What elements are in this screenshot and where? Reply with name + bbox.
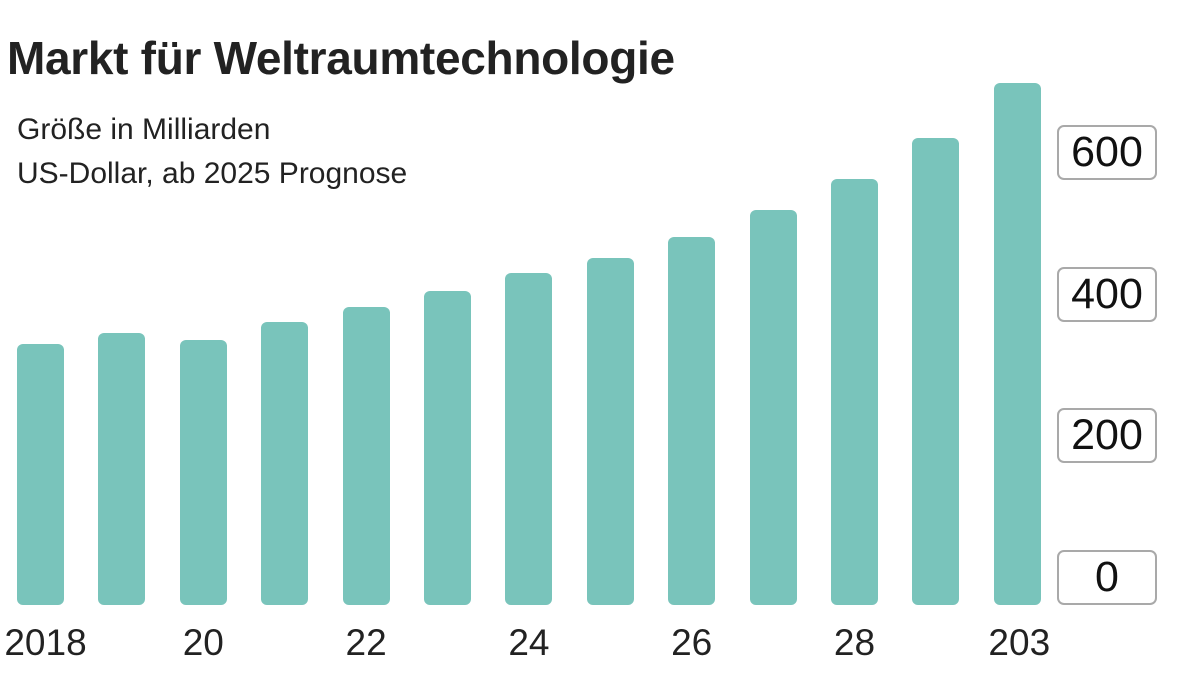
bar-2023	[424, 291, 471, 605]
x-tick-label: 28	[833, 622, 876, 663]
subtitle-line-1: Größe in Milliarden	[17, 113, 271, 146]
x-tick-label: 22	[345, 622, 387, 663]
chart-title: Markt für Weltraumtechnologie	[7, 32, 675, 84]
y-tick-label: 0	[1057, 550, 1157, 605]
y-tick-label: 600	[1057, 125, 1157, 180]
bar-2029	[912, 137, 960, 605]
bar-2020	[179, 340, 227, 605]
y-tick-label: 200	[1057, 408, 1157, 464]
x-tick-label: 24	[508, 622, 550, 663]
bar-2024	[505, 272, 553, 605]
bar-2021	[261, 321, 309, 605]
subtitle-line-2: US-Dollar, ab 2025 Prognose	[17, 157, 408, 190]
bar-2028	[831, 178, 878, 605]
bar-2027	[749, 209, 797, 605]
x-tick-label: 26	[671, 622, 713, 663]
x-tick-label: 20	[182, 622, 224, 663]
bar-2025	[586, 257, 634, 605]
x-tick-label: 2018	[4, 622, 87, 663]
bar-2019	[98, 333, 146, 605]
chart-subtitle: Größe in Milliarden US-Dollar, ab 2025 P…	[17, 108, 407, 196]
bar-2018	[17, 343, 64, 605]
bar-2026	[668, 236, 716, 605]
bar-2030	[993, 82, 1041, 605]
bar-2022	[342, 306, 390, 605]
y-tick-label: 400	[1057, 266, 1157, 322]
x-tick-label: 203	[988, 622, 1051, 663]
